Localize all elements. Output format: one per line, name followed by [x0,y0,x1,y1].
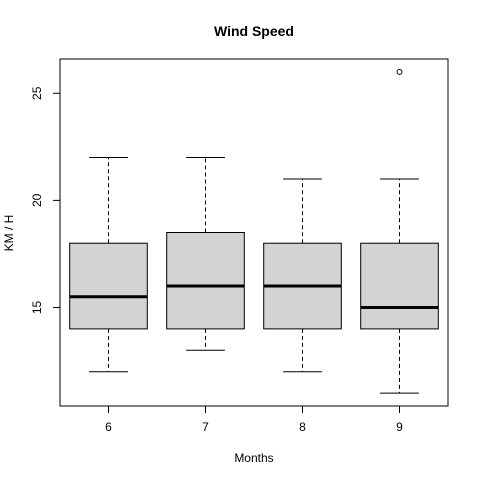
box-7 [166,157,245,351]
x-axis: 6 7 8 9 [105,406,403,434]
x-tick-label-7: 7 [202,420,209,434]
y-tick-label-20: 20 [30,193,44,207]
y-axis-label: KM / H [2,215,16,252]
y-axis: 15 20 25 [30,86,60,314]
x-tick-label-8: 8 [299,420,306,434]
iqr-box [166,232,245,330]
y-tick-label-15: 15 [30,300,44,314]
x-tick-label-6: 6 [105,420,112,434]
boxes-group [69,68,439,394]
x-tick-label-9: 9 [396,420,403,434]
outlier-point [396,68,403,75]
plot-frame [59,58,449,407]
box-9 [360,68,439,394]
iqr-box [69,242,148,330]
chart-title: Wind Speed [214,23,294,39]
iqr-box [360,242,439,330]
y-tick-label-25: 25 [30,86,44,100]
box-8 [263,178,342,373]
x-axis-label: Months [234,451,273,465]
box-6 [69,157,148,373]
